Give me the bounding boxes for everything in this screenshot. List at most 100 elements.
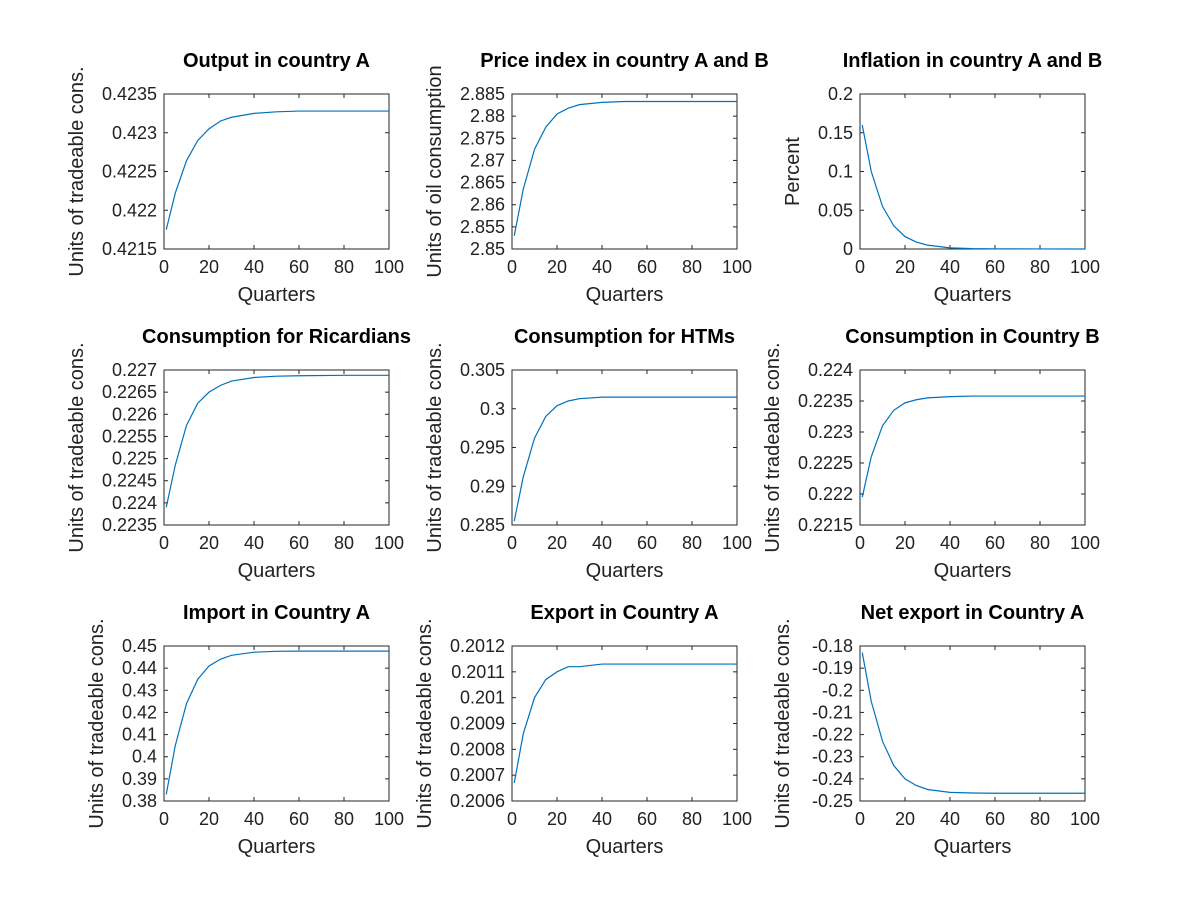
panel-7: Import in Country A0 20 40 60 80 1000.380.390… — [86, 602, 404, 858]
y-tick-label: 0.2215 — [798, 515, 853, 535]
panel-4: Consumption for Ricardians 0 20 40 60 80 100 0.… — [66, 326, 411, 582]
x-tick-label: 80 — [334, 257, 354, 277]
x-tick-label: 40 — [244, 809, 264, 829]
y-tick-label: 0.2006 — [450, 791, 505, 811]
y-axis-label: Units of tradeable cons. — [66, 66, 88, 276]
y-tick-label: 0.222 — [808, 484, 853, 504]
series-line — [861, 652, 1085, 794]
x-tick-label: 80 — [682, 533, 702, 553]
chart-title: Inflation in country A and B — [843, 50, 1103, 72]
x-tick-label: 100 — [374, 533, 404, 553]
y-tick-label: 2.865 — [460, 173, 505, 193]
x-axis-label: Quarters — [238, 836, 316, 858]
x-tick-label: 0 — [507, 257, 517, 277]
panel-1: Output in country A 0 20 40 60 80 100 0.4215 0.4… — [66, 50, 404, 306]
y-tick-label: -0.22 — [812, 725, 853, 745]
y-tick-label: 0.2235 — [798, 391, 853, 411]
y-tick-label: 0.295 — [460, 438, 505, 458]
panel-2: Price index in country A and B 0 20 40 60 80 1… — [424, 50, 769, 306]
y-tick-label: 2.885 — [460, 84, 505, 104]
chart-title: Export in Country A — [530, 602, 718, 624]
y-tick-label: -0.19 — [812, 658, 853, 678]
y-tick-label: 0.305 — [460, 360, 505, 380]
x-tick-label: 80 — [682, 257, 702, 277]
x-tick-label: 60 — [985, 809, 1005, 829]
x-tick-label: 40 — [940, 533, 960, 553]
x-tick-label: 100 — [722, 257, 752, 277]
chart-title: Consumption for Ricardians — [142, 326, 411, 348]
y-tick-label: 2.88 — [470, 106, 505, 126]
series-line — [513, 396, 737, 522]
y-tick-label: 0.41 — [122, 725, 157, 745]
x-tick-label: 40 — [940, 257, 960, 277]
y-tick-label: 0.2 — [828, 84, 853, 104]
y-tick-label: 0.2007 — [450, 765, 505, 785]
y-axis-label: Units of tradeable cons. — [414, 618, 436, 828]
y-axis-label: Percent — [782, 137, 804, 206]
y-tick-label: 0.45 — [122, 636, 157, 656]
series-line — [165, 374, 389, 508]
x-tick-label: 0 — [855, 809, 865, 829]
plot-frame — [511, 645, 738, 802]
y-tick-label: -0.24 — [812, 769, 853, 789]
x-tick-label: 60 — [289, 257, 309, 277]
y-tick-label: -0.18 — [812, 636, 853, 656]
x-tick-label: 60 — [985, 533, 1005, 553]
chart-title: Consumption in Country B — [845, 326, 1099, 348]
y-tick-label: 0.29 — [470, 476, 505, 496]
y-axis-label: Units of oil consumption — [424, 65, 446, 277]
x-tick-label: 0 — [159, 809, 169, 829]
y-tick-label: 0.4235 — [102, 84, 157, 104]
plot-frame — [859, 369, 1086, 526]
x-axis-label: Quarters — [586, 284, 664, 306]
x-tick-label: 80 — [334, 533, 354, 553]
y-tick-label: 2.86 — [470, 195, 505, 215]
plot-frame — [511, 369, 738, 526]
x-tick-label: 100 — [722, 809, 752, 829]
panel-8: Export in Country A 0 20 40 60 80 100 0.2006 0.2… — [414, 602, 752, 858]
y-tick-label: 2.855 — [460, 217, 505, 237]
x-tick-label: 100 — [1070, 809, 1100, 829]
x-tick-label: 20 — [895, 533, 915, 553]
y-tick-label: 0.42 — [122, 702, 157, 722]
y-tick-label: 0.226 — [112, 404, 157, 424]
y-tick-label: 0.3 — [480, 399, 505, 419]
x-axis-label: Quarters — [934, 560, 1012, 582]
x-tick-label: 100 — [1070, 533, 1100, 553]
series-line — [165, 650, 389, 795]
y-tick-label: -0.21 — [812, 702, 853, 722]
y-tick-label: 0.201 — [460, 688, 505, 708]
x-tick-label: 40 — [592, 257, 612, 277]
x-tick-label: 20 — [547, 809, 567, 829]
x-tick-label: 80 — [682, 809, 702, 829]
y-tick-label: 0.2255 — [102, 426, 157, 446]
x-tick-label: 0 — [507, 533, 517, 553]
series-line — [861, 124, 1086, 250]
y-tick-label: 0.15 — [818, 123, 853, 143]
series-line — [861, 395, 1085, 498]
x-tick-label: 60 — [637, 809, 657, 829]
y-tick-label: 0.225 — [112, 449, 157, 469]
x-tick-label: 20 — [547, 533, 567, 553]
panel-6: Consumption in Country B 0 20 40 60 80 100 0.22… — [762, 326, 1100, 582]
panel-5: Consumption for HTMs 0 20 40 60 80 100 0.285 0.2… — [424, 326, 752, 582]
x-tick-label: 40 — [244, 257, 264, 277]
chart-title: Net export in Country A — [861, 602, 1085, 624]
x-tick-label: 0 — [507, 809, 517, 829]
x-tick-label: 100 — [1070, 257, 1100, 277]
x-axis-label: Quarters — [934, 284, 1012, 306]
x-tick-label: 100 — [374, 809, 404, 829]
x-tick-label: 40 — [940, 809, 960, 829]
x-tick-label: 0 — [159, 533, 169, 553]
x-tick-label: 100 — [722, 533, 752, 553]
y-tick-label: 0.2008 — [450, 739, 505, 759]
y-tick-label: 2.875 — [460, 128, 505, 148]
y-tick-label: 0.2235 — [102, 515, 157, 535]
y-tick-label: 0.2245 — [102, 471, 157, 491]
plot-frame — [859, 645, 1086, 802]
x-tick-label: 80 — [1030, 533, 1050, 553]
x-tick-label: 80 — [1030, 809, 1050, 829]
x-tick-label: 60 — [637, 257, 657, 277]
y-tick-label: -0.23 — [812, 747, 853, 767]
x-tick-label: 20 — [895, 257, 915, 277]
